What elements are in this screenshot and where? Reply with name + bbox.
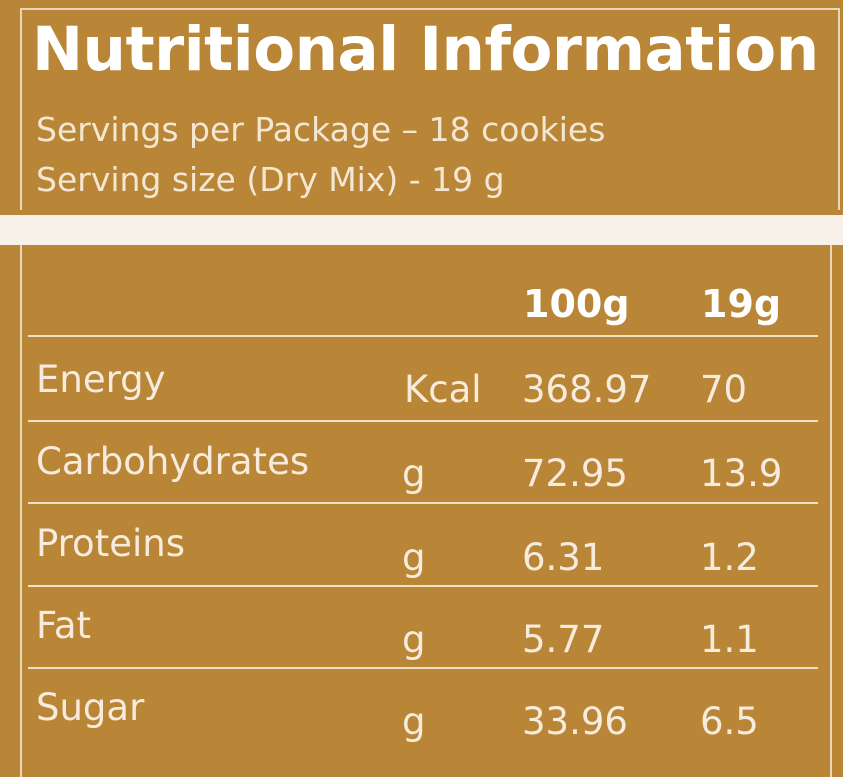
value-100g-proteins: 6.31 bbox=[522, 536, 605, 579]
value-19g-energy: 70 bbox=[700, 368, 748, 411]
value-100g-carbohydrates: 72.95 bbox=[522, 452, 628, 495]
servings-per-package: Servings per Package – 18 cookies bbox=[36, 110, 606, 149]
value-100g-energy: 368.97 bbox=[522, 368, 652, 411]
nutrient-sugar: Sugar bbox=[36, 686, 145, 729]
header-frame bbox=[20, 8, 840, 210]
label-title: Nutritional Information bbox=[32, 14, 819, 85]
row-divider bbox=[28, 667, 818, 669]
separator-band bbox=[0, 215, 843, 245]
unit-sugar: g bbox=[402, 700, 426, 743]
nutrient-carbohydrates: Carbohydrates bbox=[36, 440, 310, 483]
value-19g-fat: 1.1 bbox=[700, 618, 759, 661]
value-100g-sugar: 33.96 bbox=[522, 700, 628, 743]
row-divider bbox=[28, 585, 818, 587]
unit-fat: g bbox=[402, 618, 426, 661]
column-header-19g: 19g bbox=[701, 282, 782, 326]
row-divider bbox=[28, 420, 818, 422]
unit-proteins: g bbox=[402, 536, 426, 579]
nutrient-proteins: Proteins bbox=[36, 522, 185, 565]
value-19g-carbohydrates: 13.9 bbox=[700, 452, 783, 495]
column-header-100g: 100g bbox=[523, 282, 630, 326]
nutrient-fat: Fat bbox=[36, 604, 92, 647]
value-100g-fat: 5.77 bbox=[522, 618, 605, 661]
table-frame bbox=[20, 245, 832, 777]
value-19g-proteins: 1.2 bbox=[700, 536, 759, 579]
unit-carbohydrates: g bbox=[402, 452, 426, 495]
serving-size: Serving size (Dry Mix) - 19 g bbox=[36, 160, 505, 199]
row-divider bbox=[28, 335, 818, 337]
unit-energy: Kcal bbox=[404, 368, 482, 411]
row-divider bbox=[28, 502, 818, 504]
nutrient-energy: Energy bbox=[36, 358, 166, 401]
value-19g-sugar: 6.5 bbox=[700, 700, 759, 743]
